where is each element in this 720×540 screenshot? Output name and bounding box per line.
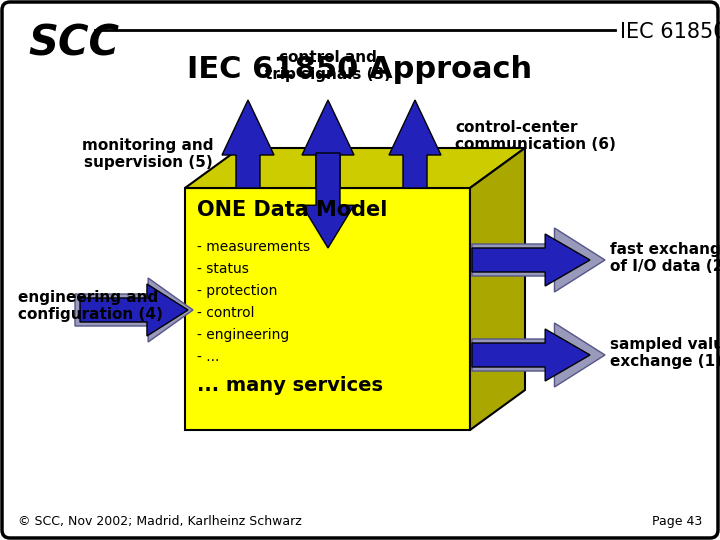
Text: control-center
communication (6): control-center communication (6) [455, 120, 616, 152]
Text: - engineering: - engineering [197, 328, 289, 342]
Text: ONE Data Model: ONE Data Model [197, 200, 387, 220]
Text: Page 43: Page 43 [652, 515, 702, 528]
Polygon shape [472, 323, 605, 387]
Text: - protection: - protection [197, 284, 277, 298]
Text: control and
trip signals (3): control and trip signals (3) [265, 50, 391, 82]
Text: © SCC, Nov 2002; Madrid, Karlheinz Schwarz: © SCC, Nov 2002; Madrid, Karlheinz Schwa… [18, 515, 302, 528]
Text: engineering and
configuration (4): engineering and configuration (4) [18, 290, 163, 322]
Text: sampled value
exchange (1): sampled value exchange (1) [610, 337, 720, 369]
Polygon shape [75, 278, 193, 342]
Text: SCC: SCC [28, 22, 119, 64]
Text: - measurements: - measurements [197, 240, 310, 254]
Polygon shape [472, 234, 590, 286]
Polygon shape [302, 153, 354, 248]
Polygon shape [185, 188, 470, 430]
Text: IEC 61850 Approach: IEC 61850 Approach [187, 55, 533, 84]
Polygon shape [302, 100, 354, 188]
Text: IEC 61850: IEC 61850 [620, 22, 720, 42]
Polygon shape [472, 228, 605, 292]
Text: monitoring and
supervision (5): monitoring and supervision (5) [81, 138, 213, 171]
Text: - control: - control [197, 306, 254, 320]
Polygon shape [222, 100, 274, 188]
Polygon shape [389, 100, 441, 188]
Text: ... many services: ... many services [197, 376, 383, 395]
Polygon shape [185, 148, 525, 188]
Text: fast exchange
of I/O data (2): fast exchange of I/O data (2) [610, 242, 720, 274]
Polygon shape [80, 284, 188, 336]
Polygon shape [470, 148, 525, 430]
Text: - ...: - ... [197, 350, 220, 364]
Text: - status: - status [197, 262, 249, 276]
Polygon shape [472, 329, 590, 381]
